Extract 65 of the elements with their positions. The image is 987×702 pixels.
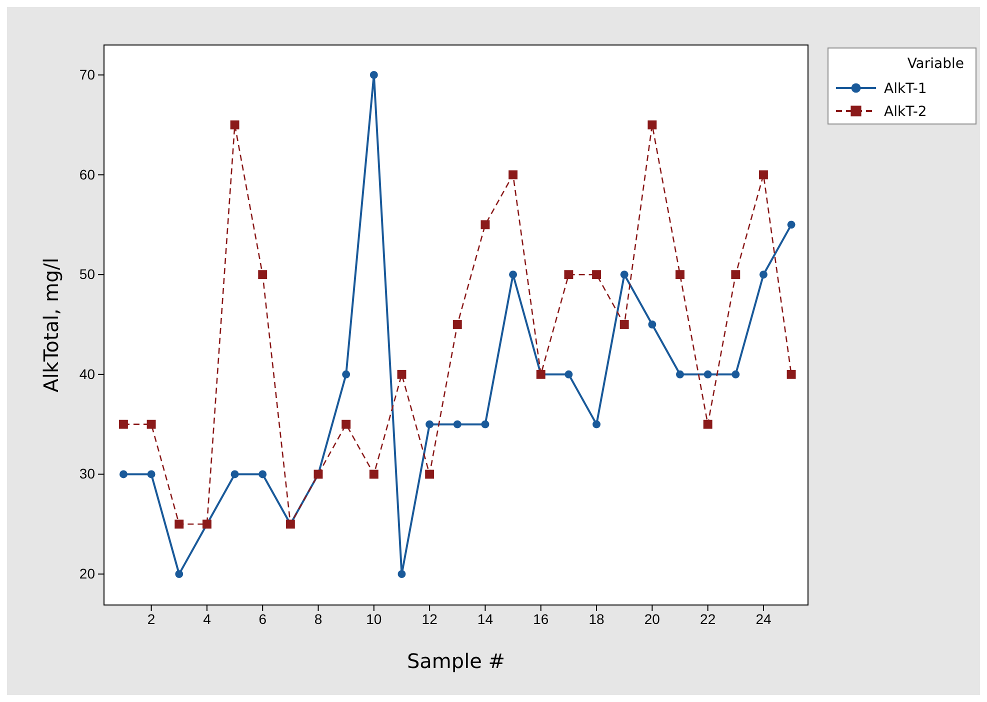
point <box>620 320 629 329</box>
x-tick-label: 4 <box>203 610 212 627</box>
point <box>620 270 628 279</box>
point <box>704 370 712 378</box>
y-tick-label: 20 <box>79 566 96 582</box>
point <box>787 220 796 229</box>
point <box>703 420 712 429</box>
x-tick-label: 8 <box>314 610 322 627</box>
legend-label: AlkT-1 <box>884 81 927 97</box>
point <box>648 320 656 328</box>
point <box>147 470 156 478</box>
point <box>481 420 490 428</box>
y-tick-label: 70 <box>79 66 96 82</box>
point <box>592 270 601 280</box>
y-tick-label: 60 <box>79 166 96 182</box>
point <box>676 370 684 378</box>
y-axis-title: AlkTotal, mg/l <box>39 258 63 392</box>
y-tick-label: 30 <box>79 466 96 482</box>
point <box>732 370 740 378</box>
point <box>230 470 239 478</box>
x-tick-label: 22 <box>700 610 716 627</box>
point <box>564 270 574 280</box>
point <box>258 270 268 280</box>
point <box>759 270 768 279</box>
x-tick-label: 6 <box>258 610 267 627</box>
point <box>398 570 406 578</box>
y-tick-label: 40 <box>79 366 96 382</box>
point <box>786 370 796 379</box>
x-tick-label: 18 <box>588 610 605 627</box>
x-tick-label: 2 <box>147 610 156 627</box>
point <box>564 370 573 378</box>
point <box>648 120 657 130</box>
x-tick-label: 12 <box>422 610 438 627</box>
x-axis-title: Sample # <box>406 649 506 673</box>
x-tick-label: 14 <box>477 610 494 627</box>
point <box>452 320 462 329</box>
x-tick-label: 10 <box>366 610 382 627</box>
point <box>508 170 518 180</box>
point <box>175 570 184 578</box>
point <box>370 70 378 79</box>
point <box>592 420 601 428</box>
point <box>480 220 490 230</box>
point <box>397 370 406 379</box>
point <box>342 370 350 378</box>
point <box>342 420 351 429</box>
point <box>146 420 156 429</box>
y-tick-label: 50 <box>79 266 96 282</box>
point <box>119 420 128 429</box>
point <box>453 420 462 428</box>
point <box>119 470 128 478</box>
legend-label: AlkT-2 <box>884 104 927 120</box>
x-tick-label: 20 <box>644 610 660 627</box>
legend-title: Variable <box>907 56 964 72</box>
point <box>731 270 740 280</box>
point <box>425 470 434 479</box>
point <box>426 420 434 428</box>
x-tick-label: 24 <box>756 610 772 627</box>
point <box>174 520 184 529</box>
point <box>258 470 267 478</box>
point <box>369 470 378 479</box>
point <box>230 120 240 130</box>
point <box>759 170 768 180</box>
point <box>676 270 684 280</box>
x-tick-label: 16 <box>533 610 549 627</box>
point <box>509 270 518 279</box>
